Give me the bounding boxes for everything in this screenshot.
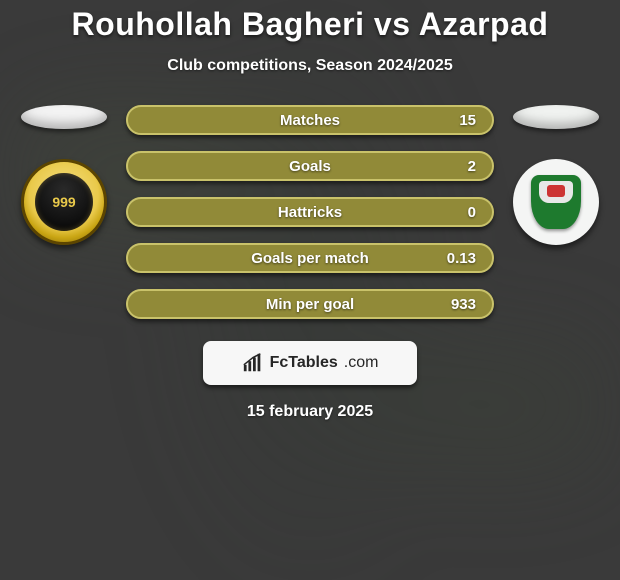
match-date: 15 february 2025: [0, 403, 620, 421]
right-club-badge: [513, 159, 599, 245]
stat-value: 15: [459, 112, 476, 129]
stat-label: Hattricks: [278, 204, 342, 221]
stat-label: Goals per match: [251, 250, 369, 267]
stat-value: 933: [451, 296, 476, 313]
shield-icon: [531, 175, 581, 229]
subtitle: Club competitions, Season 2024/2025: [0, 57, 620, 75]
stat-bar: Goals 2: [126, 151, 494, 181]
right-ellipse: [513, 105, 599, 129]
left-club-badge: 999: [21, 159, 107, 245]
stat-value: 2: [468, 158, 476, 175]
stat-value: 0: [468, 204, 476, 221]
stat-bar: Matches 15: [126, 105, 494, 135]
stat-label: Min per goal: [266, 296, 354, 313]
left-ellipse: [21, 105, 107, 129]
right-side: [500, 105, 612, 245]
stat-value: 0.13: [447, 250, 476, 267]
stat-bar: Hattricks 0: [126, 197, 494, 227]
bar-chart-icon: [242, 352, 264, 374]
footer-brand-chip: FcTables .com: [203, 341, 417, 385]
stat-bars: Matches 15 Goals 2 Hattricks 0 Goals per…: [120, 105, 500, 319]
left-side: 999: [8, 105, 120, 245]
brand-bold: FcTables: [270, 354, 338, 372]
stat-label: Matches: [280, 112, 340, 129]
main-row: 999 Matches 15 Goals 2 Hattricks 0 Goals…: [0, 105, 620, 319]
page-title: Rouhollah Bagheri vs Azarpad: [0, 0, 620, 43]
stat-label: Goals: [289, 158, 331, 175]
brand-thin: .com: [344, 354, 379, 372]
stat-bar: Min per goal 933: [126, 289, 494, 319]
stat-bar: Goals per match 0.13: [126, 243, 494, 273]
left-club-badge-inner: 999: [35, 173, 93, 231]
